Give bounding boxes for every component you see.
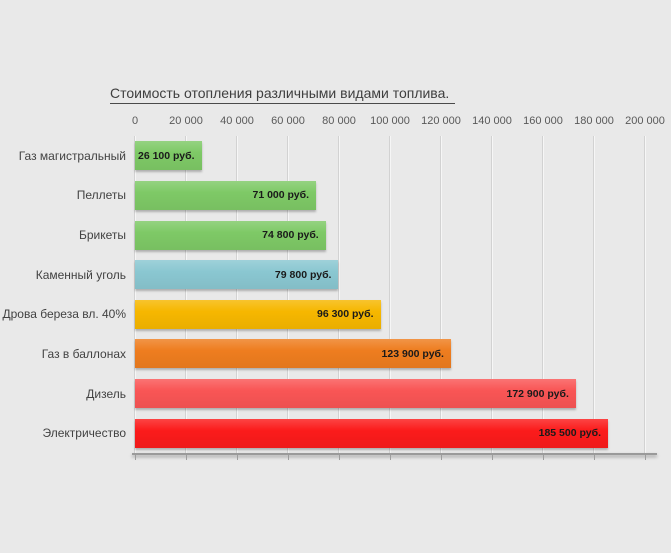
bar-row: Электричество 185 500 руб.	[43, 413, 645, 453]
x-axis-tick-label: 140 000	[472, 115, 512, 127]
gridline	[185, 136, 187, 453]
gridline	[287, 136, 289, 453]
category-label: Дизель	[86, 386, 126, 401]
category-label: Газ магистральный	[18, 148, 126, 163]
category-label: Дрова береза вл. 40%	[2, 307, 126, 322]
x-axis-labels: 0 20 000 40 000 60 000 80 000 100 000 120 000 1…	[132, 115, 665, 131]
axis-tick	[237, 455, 238, 460]
axis-tick	[492, 455, 493, 460]
bar: 79 800 руб.	[135, 260, 339, 290]
bar: 96 300 руб.	[135, 299, 381, 329]
axis-tick	[594, 455, 595, 460]
bar-value-label: 79 800 руб.	[274, 268, 332, 281]
gridline	[440, 136, 442, 453]
category-label: Газ в баллонах	[41, 346, 126, 361]
x-axis-tick-label: 60 000	[271, 115, 305, 127]
bar: 74 800 руб.	[135, 220, 326, 250]
gridline	[593, 136, 595, 453]
bar: 123 900 руб.	[135, 339, 451, 369]
gridline	[338, 136, 340, 453]
x-axis-line	[132, 453, 657, 455]
gridline	[644, 136, 646, 453]
bar-row: Дрова береза вл. 40% 96 300 руб.	[2, 295, 645, 335]
axis-tick	[288, 455, 289, 460]
category-label: Пеллеты	[76, 188, 126, 203]
bar: 26 100 руб.	[135, 141, 202, 171]
bar-row: Пеллеты 71 000 руб.	[77, 176, 645, 216]
bar-value-label: 26 100 руб.	[137, 149, 195, 162]
axis-tick	[186, 455, 187, 460]
category-label: Брикеты	[78, 228, 126, 243]
category-label: Каменный уголь	[35, 267, 126, 282]
x-axis-tick-label: 0	[131, 115, 139, 127]
gridline	[542, 136, 544, 453]
category-label: Электричество	[42, 426, 127, 441]
gridline	[389, 136, 391, 453]
x-axis-tick-label: 100 000	[370, 115, 410, 127]
plot-area: 0 20 000 40 000 60 000 80 000 100 000 120 000 1…	[2, 115, 665, 460]
x-axis-tick-label: 80 000	[322, 115, 356, 127]
bar-row: Дизель 172 900 руб.	[86, 374, 645, 414]
axis-tick	[135, 455, 136, 460]
gridline	[491, 136, 493, 453]
chart-title: Стоимость отопления различными видами то…	[110, 85, 456, 104]
gridline	[236, 136, 238, 453]
x-axis-tick-label: 40 000	[220, 115, 254, 127]
bar-row: Брикеты 74 800 руб.	[79, 215, 645, 255]
axis-tick	[543, 455, 544, 460]
bar: 172 900 руб.	[135, 379, 576, 409]
bar-value-label: 123 900 руб.	[381, 347, 444, 360]
bar-value-label: 172 900 руб.	[506, 387, 569, 400]
axis-tick	[441, 455, 442, 460]
bar-row: Газ магистральный 26 100 руб.	[19, 136, 645, 176]
bar-value-label: 96 300 руб.	[317, 308, 374, 321]
x-axis-tick-label: 160 000	[523, 115, 563, 127]
x-axis-tick-label: 120 000	[421, 115, 461, 127]
axis-tick	[339, 455, 340, 460]
bar-row: Газ в баллонах 123 900 руб.	[42, 334, 645, 374]
bar-rows: Газ магистральный 26 100 руб. Пеллеты 71 00…	[2, 136, 645, 453]
gridline	[134, 136, 136, 453]
axis-tick	[390, 455, 391, 460]
x-axis-tick-label: 180 000	[574, 115, 614, 127]
axis-tick	[645, 455, 646, 460]
x-axis-tick-label: 20 000	[169, 115, 203, 127]
x-axis-tick-label: 200 000	[625, 115, 665, 127]
bar-value-label: 185 500 руб.	[538, 427, 602, 440]
bar: 185 500 руб.	[135, 418, 609, 448]
bar: 71 000 руб.	[135, 180, 317, 210]
bar-row: Каменный уголь 79 800 руб.	[36, 255, 645, 295]
bar-value-label: 74 800 руб.	[262, 229, 319, 242]
bar-value-label: 71 000 руб.	[252, 189, 310, 202]
